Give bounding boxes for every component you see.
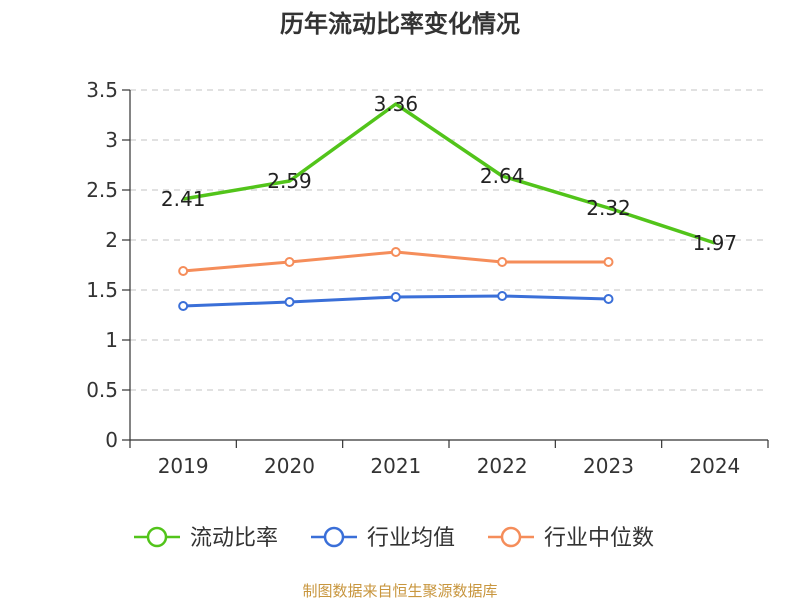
legend-marker (146, 526, 168, 548)
legend-label: 行业均值 (367, 526, 455, 551)
series-marker-1 (284, 297, 295, 307)
series-line-0 (182, 102, 716, 245)
data-label: 2.41 (161, 187, 206, 211)
y-tick-label: 3 (105, 128, 118, 152)
x-tick-label: 2021 (370, 454, 421, 478)
y-tick-label: 2.5 (86, 178, 118, 202)
series-marker-2 (178, 266, 189, 276)
y-tick-label: 1.5 (86, 278, 118, 302)
data-label: 3.36 (374, 92, 419, 116)
x-tick-label: 2019 (158, 454, 209, 478)
y-tick-label: 1 (105, 328, 118, 352)
legend-item[interactable]: 行业中位数 (488, 526, 654, 551)
x-tick-label: 2024 (689, 454, 740, 478)
axes: 0 0.5 1 1.5 2 2.5 3 3.5 2019 2020 2021 2022 2023 2024 (86, 78, 769, 478)
x-tick-label: 2023 (583, 454, 634, 478)
y-tick-label: 3.5 (86, 78, 118, 102)
series-marker-2 (497, 257, 508, 267)
legend-marker (323, 526, 345, 548)
series-marker-2 (284, 257, 295, 267)
series-group (178, 102, 716, 311)
series-marker-1 (178, 301, 189, 311)
x-tick-label: 2022 (477, 454, 528, 478)
data-label: 2.59 (267, 169, 312, 193)
source-note: 制图数据来自恒生聚源数据库 (302, 582, 497, 600)
series-marker-1 (390, 292, 401, 302)
legend-item[interactable]: 行业均值 (311, 526, 455, 551)
data-label: 2.64 (480, 164, 525, 188)
data-label: 1.97 (693, 231, 738, 255)
series-marker-1 (497, 291, 508, 301)
series-marker-1 (603, 294, 614, 304)
series-marker-2 (390, 247, 401, 257)
data-labels: 2.41 2.59 3.36 2.64 2.32 1.97 (161, 92, 737, 255)
data-label: 2.32 (586, 196, 631, 220)
x-tick-label: 2020 (264, 454, 315, 478)
series-marker-2 (603, 257, 614, 267)
y-tick-label: 2 (105, 228, 118, 252)
y-tick-label: 0 (105, 428, 118, 452)
legend-label: 行业中位数 (544, 526, 654, 551)
grid-lines (130, 89, 768, 391)
legend-item[interactable]: 流动比率 (134, 526, 278, 551)
legend[interactable]: 流动比率 行业均值 行业中位数 (134, 526, 654, 551)
chart-title: 历年流动比率变化情况 (280, 10, 520, 38)
legend-label: 流动比率 (190, 526, 278, 551)
y-tick-label: 0.5 (86, 378, 118, 402)
legend-marker (500, 526, 522, 548)
